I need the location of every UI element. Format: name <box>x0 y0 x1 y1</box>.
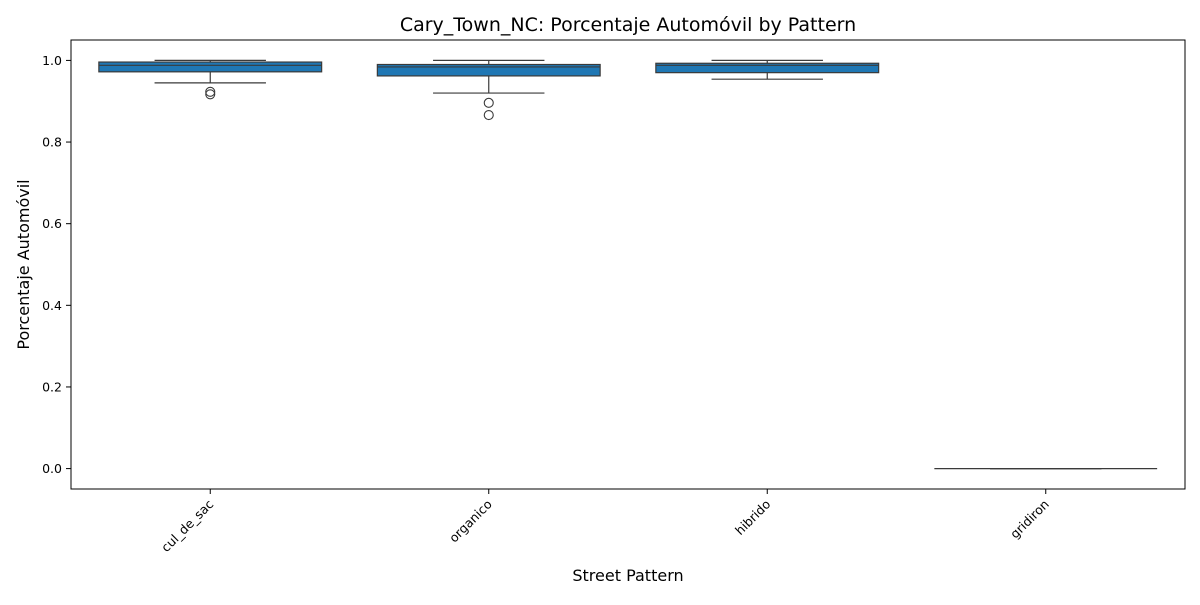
x-tick-label: organico <box>446 497 495 546</box>
plot-frame <box>70 39 1186 490</box>
outlier-point <box>205 86 216 97</box>
x-tick-label: gridiron <box>1007 497 1052 542</box>
box-group-hibrido <box>655 59 880 80</box>
y-tick-label: 0.2 <box>42 379 62 394</box>
y-tick-label: 0.0 <box>42 461 62 476</box>
outlier-point <box>483 110 494 121</box>
x-tick-label: hibrido <box>732 497 773 538</box>
box-group-cul_de_sac <box>98 59 323 100</box>
box-group-organico <box>376 59 601 121</box>
iqr-box <box>376 63 601 77</box>
plot-area <box>98 59 1158 470</box>
x-tick-label: cul_de_sac <box>158 496 216 554</box>
chart-title: Cary_Town_NC: Porcentaje Automóvil by Pa… <box>400 14 856 36</box>
iqr-box <box>655 62 880 74</box>
outlier-point <box>205 89 216 100</box>
iqr-box <box>98 61 323 73</box>
y-tick-label: 1.0 <box>42 53 62 68</box>
x-axis: cul_de_sac organico hibrido gridiron <box>158 489 1052 555</box>
y-tick-label: 0.4 <box>42 298 62 313</box>
y-axis-label: Porcentaje Automóvil <box>14 179 33 349</box>
outlier-point <box>483 97 494 108</box>
y-tick-label: 0.8 <box>42 135 62 150</box>
y-tick-label: 0.6 <box>42 216 62 231</box>
x-axis-label: Street Pattern <box>572 566 683 585</box>
y-axis: 0.0 0.2 0.4 0.6 0.8 1.0 <box>42 53 71 476</box>
